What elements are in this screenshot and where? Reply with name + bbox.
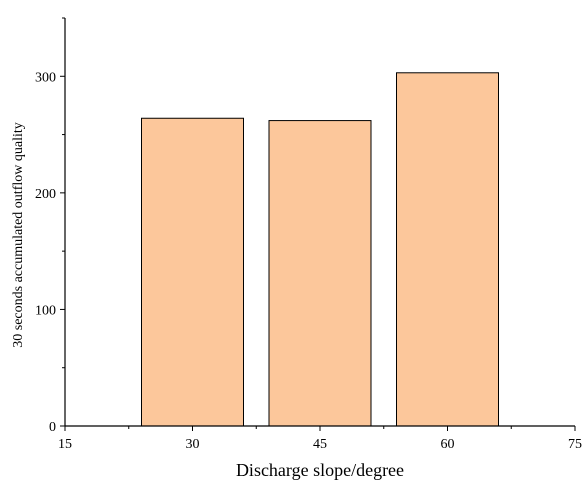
bar-30 (141, 117, 244, 427)
bar-60 (396, 72, 499, 427)
y-tick-label-300: 300 (35, 70, 56, 85)
y-tick-label-200: 200 (35, 187, 56, 202)
x-tick-label-15: 15 (58, 437, 72, 452)
bar-45 (268, 120, 372, 427)
x-tick-label-60: 60 (441, 437, 455, 452)
y-tick-label-100: 100 (35, 303, 56, 318)
x-tick-label-30: 30 (186, 437, 200, 452)
y-tick-label-0: 0 (49, 420, 56, 435)
x-axis-title: Discharge slope/degree (236, 460, 404, 480)
x-tick-label-45: 45 (313, 437, 327, 452)
y-ticks: 0 100 200 300 (35, 17, 65, 435)
y-axis-title: 30 seconds accumulated outflow quality (11, 122, 26, 348)
x-tick-label-75: 75 (568, 437, 582, 452)
bars (141, 72, 499, 427)
x-ticks: 15 30 45 60 75 (58, 426, 582, 452)
